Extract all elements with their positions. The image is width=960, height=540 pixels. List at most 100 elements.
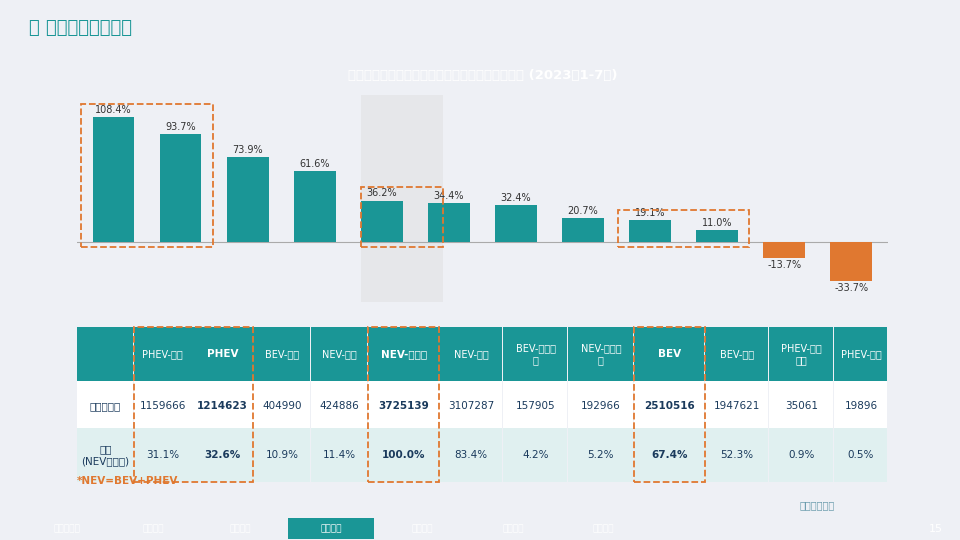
Text: PHEV: PHEV <box>206 349 238 359</box>
Bar <box>634 381 705 432</box>
Bar <box>834 428 887 482</box>
Text: 20.7%: 20.7% <box>567 206 598 217</box>
Bar <box>769 381 833 432</box>
Bar <box>769 428 833 482</box>
Bar <box>440 381 502 432</box>
Bar <box>253 381 310 432</box>
Text: 32.6%: 32.6% <box>204 450 240 460</box>
Bar <box>77 428 133 482</box>
Text: 404990: 404990 <box>262 401 301 411</box>
Text: 100.0%: 100.0% <box>382 450 425 460</box>
Text: NEV-主流合
资: NEV-主流合 资 <box>581 343 621 364</box>
Text: 新能车市场: 新能车市场 <box>54 524 81 533</box>
Text: 企业发展: 企业发展 <box>592 524 613 533</box>
Text: 3107287: 3107287 <box>448 401 494 411</box>
Text: 192966: 192966 <box>581 401 621 411</box>
Bar <box>288 518 374 539</box>
Text: -33.7%: -33.7% <box>834 284 868 293</box>
Text: 品牌定位: 品牌定位 <box>321 524 342 533</box>
Bar <box>311 381 367 432</box>
Text: 销量（辆）: 销量（辆） <box>90 401 121 411</box>
Text: 0.9%: 0.9% <box>788 450 814 460</box>
Bar <box>368 327 439 381</box>
Text: 32.4%: 32.4% <box>500 193 531 203</box>
Bar <box>830 242 872 281</box>
Bar <box>763 242 804 258</box>
Bar <box>834 381 887 432</box>
Bar <box>361 200 402 242</box>
Text: PHEV-自主: PHEV-自主 <box>142 349 183 359</box>
Bar <box>705 327 768 381</box>
Text: 技术类型: 技术类型 <box>143 524 164 533</box>
Bar <box>134 381 190 432</box>
Text: 10.9%: 10.9% <box>266 450 299 460</box>
Bar <box>568 428 633 482</box>
Text: 新能源市场各品牌不同技术类型增速、销量和份额 (2023年1-7月): 新能源市场各品牌不同技术类型增速、销量和份额 (2023年1-7月) <box>348 69 617 82</box>
Text: 车型大类: 车型大类 <box>229 524 251 533</box>
Bar <box>368 381 439 432</box>
Text: 157905: 157905 <box>516 401 556 411</box>
Text: 61.6%: 61.6% <box>300 159 330 169</box>
Bar <box>361 94 443 302</box>
Bar <box>503 327 567 381</box>
Text: 34.4%: 34.4% <box>434 191 464 200</box>
Text: 424886: 424886 <box>320 401 359 411</box>
Text: BEV-自主: BEV-自主 <box>720 349 754 359</box>
Text: BEV-豪华: BEV-豪华 <box>265 349 300 359</box>
Bar <box>428 202 469 242</box>
Text: BEV: BEV <box>658 349 681 359</box>
Bar <box>769 327 833 381</box>
Bar <box>93 117 134 242</box>
Text: -13.7%: -13.7% <box>767 260 802 270</box>
Bar <box>568 327 633 381</box>
Bar <box>634 327 705 381</box>
Text: 31.1%: 31.1% <box>146 450 180 460</box>
Text: 83.4%: 83.4% <box>455 450 488 460</box>
Text: 67.4%: 67.4% <box>651 450 687 460</box>
Bar <box>311 327 367 381</box>
Bar <box>134 428 190 482</box>
Bar <box>160 134 202 242</box>
Bar <box>629 220 671 242</box>
Bar <box>311 428 367 482</box>
Text: 35061: 35061 <box>785 401 818 411</box>
Text: 1159666: 1159666 <box>139 401 186 411</box>
Text: 0.5%: 0.5% <box>848 450 875 460</box>
Bar <box>253 428 310 482</box>
Text: 细分定位: 细分定位 <box>412 524 433 533</box>
Text: 52.3%: 52.3% <box>720 450 754 460</box>
Bar <box>503 381 567 432</box>
Bar <box>696 230 738 242</box>
Text: 4.2%: 4.2% <box>522 450 549 460</box>
Bar <box>77 327 133 381</box>
Text: 108.4%: 108.4% <box>95 105 132 115</box>
Bar <box>227 157 269 242</box>
Text: 11.0%: 11.0% <box>702 218 732 227</box>
Text: 15: 15 <box>929 524 943 534</box>
Text: 5.2%: 5.2% <box>588 450 614 460</box>
Bar <box>440 428 502 482</box>
Bar <box>834 327 887 381</box>
Text: 1947621: 1947621 <box>713 401 760 411</box>
Bar <box>563 219 604 242</box>
Bar <box>634 428 705 482</box>
Text: NEV-总市场: NEV-总市场 <box>380 349 427 359</box>
Bar <box>705 381 768 432</box>
Bar <box>77 381 133 432</box>
Text: BEV-主流合
资: BEV-主流合 资 <box>516 343 556 364</box>
Text: PHEV-豪华: PHEV-豪华 <box>841 349 881 359</box>
Bar <box>191 327 252 381</box>
Text: 1214623: 1214623 <box>197 401 248 411</box>
Bar <box>253 327 310 381</box>
Bar <box>191 428 252 482</box>
Text: 73.9%: 73.9% <box>232 145 263 155</box>
Text: 11.4%: 11.4% <box>323 450 356 460</box>
Bar <box>503 428 567 482</box>
Text: 2510516: 2510516 <box>644 401 695 411</box>
Text: NEV-自主: NEV-自主 <box>454 349 489 359</box>
Bar <box>705 428 768 482</box>
Text: 36.2%: 36.2% <box>367 188 397 198</box>
Bar <box>440 327 502 381</box>
Text: 19896: 19896 <box>845 401 877 411</box>
Bar <box>368 428 439 482</box>
